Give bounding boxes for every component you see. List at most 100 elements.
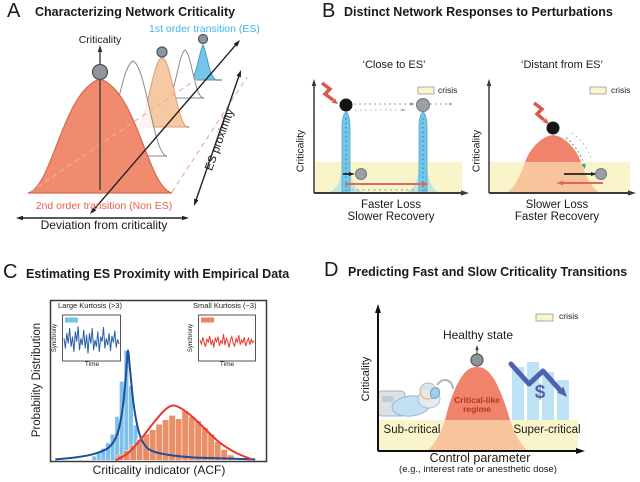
anesthesia-tube — [436, 379, 454, 390]
perturbation-arc-head — [581, 163, 586, 169]
criticality-indicator-axis-label: Criticality indicator (ACF) — [92, 463, 226, 477]
finance-bar-1 — [512, 367, 524, 420]
floor-dashed-left — [29, 78, 198, 193]
crisis-legend-label-b-left: crisis — [438, 85, 458, 95]
bolts-layer — [320, 81, 549, 124]
arrow-head — [194, 198, 199, 206]
panel-b-letter: B — [322, 0, 336, 22]
mesokurtic-fit — [114, 404, 253, 462]
arrow-head — [16, 215, 23, 221]
criticality-axis-label-d: Criticality — [360, 356, 373, 402]
arrow-head — [461, 190, 469, 196]
probability-distribution-axis-label: Probability Distribution — [30, 322, 43, 438]
inset-box-right — [198, 314, 256, 362]
arrow-head — [449, 102, 453, 106]
dome-upper-right — [525, 135, 581, 162]
faster-loss-caption: Faster Loss — [360, 199, 422, 211]
dome-upper-d — [445, 367, 510, 420]
large-kurtosis-series — [63, 326, 120, 354]
dollar-sign: $ — [534, 382, 546, 403]
blue-spike-1 — [341, 111, 351, 194]
orange-hist-bar — [194, 420, 202, 461]
crisis-legend-label-b-right: crisis — [611, 85, 631, 95]
orange-hist-bar — [188, 416, 196, 461]
panel-b-art — [314, 86, 630, 194]
arrow-line — [92, 43, 238, 211]
inset-swatch-blue — [65, 317, 78, 323]
arrow-head — [182, 215, 189, 221]
crisis-legend-swatch-left — [417, 86, 435, 95]
panel-b-title: Distinct Network Responses to Perturbati… — [344, 5, 613, 19]
large-kurtosis-title: Large Kurtosis (>3) — [58, 301, 122, 310]
arrow-head — [424, 188, 428, 192]
arrow-head — [486, 79, 492, 86]
arrow-head — [628, 190, 636, 196]
control-parameter-axis-sublabel: (e.g., interest rate or anesthetic dose) — [399, 464, 557, 475]
arrow-head — [97, 45, 103, 52]
distribution-white-4 — [166, 49, 204, 99]
criticality-axis-label-a: Criticality — [78, 34, 122, 46]
panel-c-art — [49, 299, 268, 463]
dome-lower-right — [506, 162, 600, 193]
small-kurtosis-title: Small Kurtosis (~3) — [193, 301, 257, 310]
arrow-head — [422, 181, 429, 187]
arrow-head — [576, 448, 585, 454]
orange-hist-bar — [168, 415, 176, 461]
blue-hist-bar — [110, 433, 116, 461]
small-kurtosis-series — [199, 333, 255, 348]
panel-d-art — [377, 313, 578, 451]
arrow-head — [233, 40, 240, 47]
lightning-bolt-right — [532, 101, 546, 122]
orange-hist-bar — [149, 429, 157, 461]
balls-layer — [91, 33, 607, 367]
distribution-es-spike — [189, 43, 217, 81]
criticality-axis-label-b-left: Criticality — [294, 129, 307, 173]
blue-hist-bar — [91, 455, 97, 461]
criticality-axis-label-b-right: Criticality — [470, 129, 483, 173]
ball-gray-band-right — [595, 168, 607, 180]
arrow-head — [236, 70, 241, 78]
decline-arrow-head — [557, 386, 567, 397]
finance-bar-3 — [542, 372, 554, 420]
anesthesia-mask — [429, 387, 441, 399]
time-axis-label-right: Time — [219, 361, 235, 368]
ball-es — [197, 33, 209, 45]
distant-from-es-title: ‘Distant from ES’ — [521, 59, 603, 71]
panel-c-title: Estimating ES Proximity with Empirical D… — [26, 267, 290, 281]
dome-lower-d — [427, 420, 528, 451]
ball-peach — [156, 46, 168, 58]
critical-like-regime-line2: regime — [463, 404, 491, 414]
arrow-line — [194, 74, 241, 202]
critical-like-regime-line1: Critical-like — [454, 395, 500, 405]
orange-hist-bar — [155, 423, 163, 461]
second-order-transition-label: 2nd order transition (Non ES) — [35, 200, 173, 212]
fit-curves — [55, 349, 256, 462]
floor-dashed-right — [171, 76, 248, 193]
inset-timeseries — [63, 326, 255, 354]
ball-black-right — [546, 121, 560, 135]
arrow-head — [475, 345, 479, 350]
panel-d-title: Predicting Fast and Slow Criticality Tra… — [348, 265, 628, 279]
machine-detail — [382, 396, 394, 402]
time-axis-label-left: Time — [84, 361, 100, 368]
sub-critical-label: Sub-critical — [383, 424, 441, 436]
ball-gray-band-left — [355, 168, 367, 180]
ball-gray-top-left — [416, 98, 430, 112]
ball-black-left — [339, 98, 353, 112]
panel-d-letter: D — [324, 259, 339, 281]
slower-loss-caption: Slower Loss — [525, 199, 589, 211]
orange-hist-bar — [201, 427, 209, 461]
decline-arrow — [508, 361, 562, 392]
ball-non-es — [91, 63, 109, 81]
crisis-legend-swatch-d — [535, 313, 554, 322]
slower-recovery-caption: Slower Recovery — [347, 211, 435, 223]
arrow-head — [556, 180, 563, 186]
control-parameter-axis-label: Control parameter — [429, 451, 531, 465]
crisis-legend-swatch-right — [589, 86, 607, 95]
panel-a-letter: A — [7, 0, 21, 22]
lightning-bolt-left-head — [331, 98, 338, 104]
faster-recovery-caption: Faster Recovery — [514, 211, 600, 223]
first-order-transition-label: 1st order transition (ES) — [149, 23, 260, 35]
panel-c-letter: C — [3, 261, 18, 283]
